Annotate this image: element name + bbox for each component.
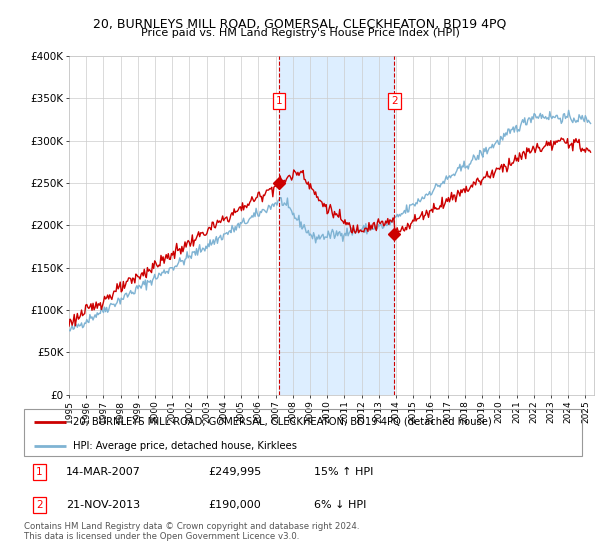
Text: 1: 1	[37, 467, 43, 477]
Text: 2: 2	[391, 96, 397, 106]
Text: £190,000: £190,000	[208, 500, 261, 510]
Text: 2: 2	[37, 500, 43, 510]
Text: 15% ↑ HPI: 15% ↑ HPI	[314, 467, 374, 477]
Text: Contains HM Land Registry data © Crown copyright and database right 2024.
This d: Contains HM Land Registry data © Crown c…	[24, 522, 359, 542]
Text: 20, BURNLEYS MILL ROAD, GOMERSAL, CLECKHEATON, BD19 4PQ: 20, BURNLEYS MILL ROAD, GOMERSAL, CLECKH…	[94, 18, 506, 31]
Text: 21-NOV-2013: 21-NOV-2013	[66, 500, 140, 510]
Text: HPI: Average price, detached house, Kirklees: HPI: Average price, detached house, Kirk…	[73, 441, 297, 451]
Text: 6% ↓ HPI: 6% ↓ HPI	[314, 500, 367, 510]
Text: £249,995: £249,995	[208, 467, 262, 477]
Text: Price paid vs. HM Land Registry's House Price Index (HPI): Price paid vs. HM Land Registry's House …	[140, 28, 460, 38]
Bar	[279, 56, 394, 395]
Text: 14-MAR-2007: 14-MAR-2007	[66, 467, 141, 477]
Text: 20, BURNLEYS MILL ROAD, GOMERSAL, CLECKHEATON, BD19 4PQ (detached house): 20, BURNLEYS MILL ROAD, GOMERSAL, CLECKH…	[73, 417, 492, 427]
Text: 1: 1	[275, 96, 283, 106]
